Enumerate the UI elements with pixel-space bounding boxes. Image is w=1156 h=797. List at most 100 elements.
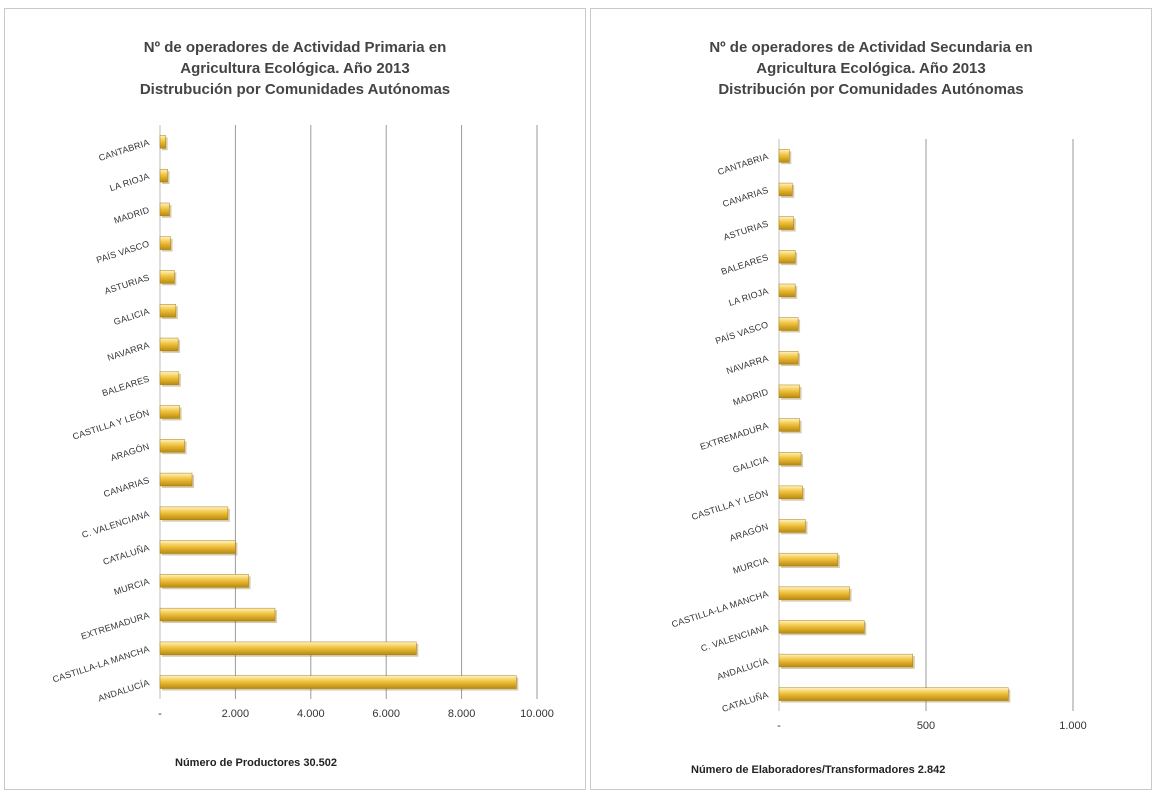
bar-group-c-valenciana — [159, 506, 230, 522]
chart-footer-primary: Número de Productores 30.502 — [175, 757, 338, 769]
bar-group-aragon — [159, 439, 187, 455]
category-label: ASTURIAS — [103, 272, 150, 296]
category-label: NAVARRA — [106, 340, 151, 363]
category-label: CASTILLA-LA MANCHA — [51, 644, 150, 685]
bar-c-valenciana — [159, 506, 229, 520]
bar-galicia — [778, 452, 802, 466]
bar-group-madrid — [778, 384, 802, 400]
chart-title-line: Agricultura Ecológica. Año 2013 — [180, 60, 410, 77]
bar-group-castilla-la-mancha — [778, 586, 852, 602]
chart-title-secondary: Nº de operadores de Actividad Secundaria… — [591, 37, 1151, 100]
bar-group-galicia — [159, 304, 178, 320]
category-label: EXTREMADURA — [699, 420, 770, 452]
category-label: ASTURIAS — [722, 219, 769, 243]
category-label: CANTABRIA — [716, 151, 769, 177]
chart-title-line: Distribución por Comunidades Autónomas — [718, 81, 1024, 98]
chart-panel-secondary: Nº de operadores de Actividad Secundaria… — [590, 8, 1152, 790]
x-tick-label: 500 — [917, 720, 935, 732]
chart-title-line: Nº de operadores de Actividad Secundaria… — [709, 39, 1033, 56]
bar-group-pais-vasco — [159, 236, 173, 252]
category-label: C. VALENCIANA — [700, 622, 770, 653]
bar-pais-vasco — [778, 317, 799, 331]
bar-baleares — [159, 371, 180, 385]
category-label: LA RIOJA — [108, 171, 150, 193]
category-label: ARAGÓN — [109, 441, 150, 463]
category-label: CANARIAS — [102, 475, 150, 499]
category-label: CASTILLA Y LEÓN — [690, 488, 769, 522]
bar-group-cataluna — [778, 687, 1011, 703]
chart-title-line: Agricultura Ecológica. Año 2013 — [756, 60, 986, 77]
category-label: PAÍS VASCO — [714, 319, 770, 346]
x-tick-label: 2.000 — [222, 708, 250, 720]
bar-group-castilla-y-leon — [159, 405, 182, 421]
bar-group-asturias — [778, 216, 796, 232]
x-tick-label: 6.000 — [372, 708, 400, 720]
x-tick-label: - — [777, 720, 781, 732]
bar-group-baleares — [778, 250, 798, 266]
bar-navarra — [778, 351, 799, 365]
bar-group-cantabria — [159, 135, 168, 151]
bar-cantabria — [778, 149, 790, 163]
bar-group-andalucia — [159, 675, 519, 691]
bar-castilla-y-leon — [159, 405, 180, 419]
bar-group-pais-vasco — [778, 317, 801, 333]
bar-galicia — [159, 304, 177, 318]
bar-group-la-rioja — [778, 283, 798, 299]
bar-aragon — [159, 439, 185, 453]
bar-group-galicia — [778, 452, 804, 468]
bar-murcia — [778, 552, 839, 567]
bar-murcia — [159, 574, 249, 588]
bar-cataluna — [159, 540, 236, 554]
bar-group-baleares — [159, 371, 181, 387]
category-label: NAVARRA — [725, 353, 770, 376]
bar-group-navarra — [778, 351, 801, 367]
category-label: C. VALENCIANA — [81, 509, 151, 540]
bar-group-extremadura — [159, 607, 277, 624]
category-label: ARAGÓN — [728, 521, 769, 543]
bar-canarias — [778, 182, 793, 197]
bar-pais-vasco — [159, 236, 171, 250]
category-label: BALEARES — [720, 252, 770, 277]
bar-group-navarra — [159, 337, 181, 353]
chart-footer-secondary: Número de Elaboradores/Transformadores 2… — [691, 764, 946, 776]
category-label: EXTREMADURA — [80, 610, 151, 642]
category-label: LA RIOJA — [727, 286, 769, 308]
bar-extremadura — [159, 607, 276, 622]
bar-castilla-y-leon — [778, 485, 803, 499]
bar-castilla-la-mancha — [159, 641, 417, 656]
bar-madrid — [778, 384, 800, 398]
category-label: CATALUÑA — [102, 542, 151, 566]
bar-group-castilla-y-leon — [778, 485, 805, 501]
x-tick-label: 8.000 — [448, 708, 476, 720]
category-label: GALICIA — [731, 454, 769, 475]
x-tick-label: 10.000 — [520, 708, 554, 720]
bar-group-c-valenciana — [778, 620, 867, 636]
category-label: MURCIA — [113, 576, 151, 597]
bar-aragon — [778, 519, 806, 533]
bar-extremadura — [778, 418, 800, 432]
bar-castilla-la-mancha — [778, 586, 850, 600]
bar-chart-secondary: CANTABRIA CANARIAS ASTURIAS BALEARES LA RIOJ… — [670, 139, 1087, 732]
category-label: CASTILLA-LA MANCHA — [670, 589, 769, 630]
category-label: MURCIA — [732, 555, 770, 576]
bar-navarra — [159, 337, 179, 352]
bar-group-murcia — [778, 552, 840, 568]
bar-group-canarias — [778, 182, 795, 198]
x-tick-label: 4.000 — [297, 708, 325, 720]
category-label: CANARIAS — [721, 185, 769, 209]
bar-c-valenciana — [778, 620, 865, 634]
category-label: GALICIA — [112, 306, 150, 327]
bar-canarias — [159, 472, 193, 487]
x-tick-label: 1.000 — [1059, 720, 1087, 732]
bar-cataluna — [778, 687, 1009, 701]
bar-group-cantabria — [778, 149, 792, 165]
bar-group-canarias — [159, 472, 195, 488]
category-label: MADRID — [732, 387, 770, 408]
bar-group-cataluna — [159, 540, 238, 556]
bar-chart-primary: CANTABRIA LA RIOJA MADRID PAÍS VASCO ASTURIA… — [51, 125, 554, 720]
chart-title-line: Nº de operadores de Actividad Primaria e… — [143, 39, 447, 56]
bar-group-andalucia — [778, 653, 915, 669]
category-label: PAÍS VASCO — [95, 239, 151, 266]
bar-la-rioja — [159, 168, 168, 183]
bar-group-extremadura — [778, 418, 802, 434]
